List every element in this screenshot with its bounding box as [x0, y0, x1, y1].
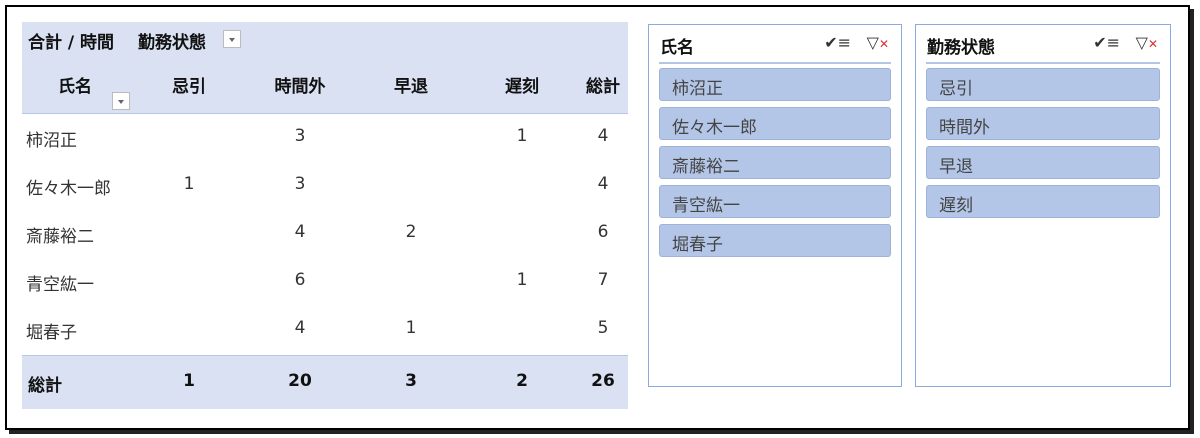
slicer-item[interactable]: 斎藤裕二: [659, 146, 891, 179]
data-cell: 6: [597, 222, 609, 242]
data-cell: 1: [405, 318, 417, 338]
column-header: 時間外: [274, 77, 326, 97]
data-cell: 2: [405, 222, 417, 242]
data-cell: 5: [597, 318, 609, 338]
multi-select-icon[interactable]: ✔≡: [824, 33, 851, 52]
data-cell: 4: [597, 126, 609, 146]
data-cell: 3: [294, 174, 306, 194]
grand-total-cell: 20: [288, 371, 312, 391]
data-cell: 4: [294, 222, 306, 242]
value-label: 合計 / 時間: [28, 33, 115, 53]
slicer-item[interactable]: 時間外: [926, 107, 1160, 140]
slicer-divider: [659, 62, 891, 64]
grand-total-cell: 1: [183, 371, 195, 391]
column-header: 忌引: [172, 77, 206, 97]
clear-filter-icon[interactable]: ▽✕: [866, 33, 889, 52]
grand-total-row: [22, 355, 628, 409]
row-label: 斎藤裕二: [26, 227, 94, 247]
grand-total-cell: 26: [591, 371, 615, 391]
slicer-item[interactable]: 早退: [926, 146, 1160, 179]
data-cell: 7: [597, 270, 609, 290]
slicer-item[interactable]: 柿沼正: [659, 68, 891, 101]
grand-total-cell: 2: [516, 371, 528, 391]
slicer-item[interactable]: 堀春子: [659, 224, 891, 257]
data-cell: 1: [516, 126, 528, 146]
data-cell: 6: [294, 270, 306, 290]
slicer-item[interactable]: 佐々木一郎: [659, 107, 891, 140]
slicer-work-status: 勤務状態 ✔≡ ▽✕ 忌引時間外早退遅刻: [915, 24, 1171, 387]
grand-total-label: 総計: [28, 376, 62, 396]
window-frame: [5, 5, 1190, 430]
multi-select-icon[interactable]: ✔≡: [1093, 33, 1120, 52]
data-cell: 4: [597, 174, 609, 194]
slicer-name: 氏名 ✔≡ ▽✕ 柿沼正佐々木一郎斎藤裕二青空紘一堀春子: [648, 24, 902, 387]
row-field-label: 氏名: [58, 77, 92, 97]
column-field-label: 勤務状態: [138, 33, 206, 53]
slicer-item[interactable]: 忌引: [926, 68, 1160, 101]
row-label: 青空紘一: [26, 275, 94, 295]
column-header: 早退: [394, 77, 428, 97]
column-header: 遅刻: [505, 77, 539, 97]
data-cell: 4: [294, 318, 306, 338]
pivot-table: 合計 / 時間 勤務状態 氏名 忌引 時間外 早退 遅刻 総計 柿沼正 3 1 4 佐々…: [22, 22, 628, 409]
row-filter-dropdown[interactable]: [112, 92, 130, 110]
slicer-item[interactable]: 青空紘一: [659, 185, 891, 218]
slicer-title: 勤務状態: [927, 38, 995, 58]
column-filter-dropdown[interactable]: [223, 30, 241, 48]
row-label: 堀春子: [26, 323, 77, 343]
clear-filter-icon[interactable]: ▽✕: [1135, 33, 1158, 52]
slicer-divider: [926, 62, 1160, 64]
column-header: 総計: [586, 77, 620, 97]
row-label: 柿沼正: [26, 131, 77, 151]
row-label: 佐々木一郎: [26, 179, 111, 199]
slicer-title: 氏名: [660, 38, 694, 58]
grand-total-cell: 3: [405, 371, 417, 391]
data-cell: 1: [183, 174, 195, 194]
data-cell: 1: [516, 270, 528, 290]
slicer-item[interactable]: 遅刻: [926, 185, 1160, 218]
data-cell: 3: [294, 126, 306, 146]
